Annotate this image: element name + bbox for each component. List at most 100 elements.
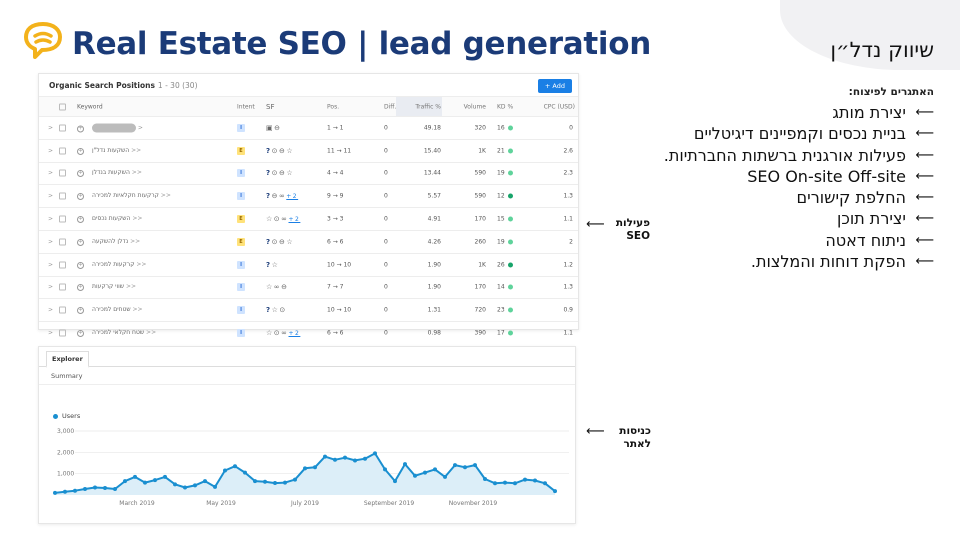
data-point[interactable]: [413, 473, 417, 478]
data-point[interactable]: [83, 487, 87, 492]
data-point[interactable]: [163, 474, 167, 479]
table-row[interactable]: > + שטחים למכירה >> I ?☆⊙ 10 → 10 0 1.31 720 23 0.…: [39, 298, 578, 321]
add-keyword-icon[interactable]: +: [77, 147, 84, 155]
data-point[interactable]: [263, 479, 267, 484]
table-row[interactable]: > + > I ▣⊖ 1 → 1 0 49.18 320 16 0: [39, 116, 578, 139]
serp-features-icons[interactable]: ☆⊙∞+2: [266, 329, 301, 338]
keyword-text[interactable]: שטחים למכירה: [92, 306, 131, 314]
data-point[interactable]: [123, 479, 127, 484]
serp-features-icons[interactable]: ?☆⊙: [266, 306, 287, 315]
serp-features-icons[interactable]: ☆∞⊖: [266, 283, 289, 292]
keyword-text[interactable]: השקעות נדל"ן: [92, 146, 130, 154]
col-volume[interactable]: Volume: [463, 103, 486, 110]
col-pos[interactable]: Pos.: [327, 103, 340, 110]
select-all-checkbox[interactable]: [59, 103, 66, 110]
data-point[interactable]: [543, 481, 547, 486]
row-checkbox[interactable]: [59, 261, 66, 269]
data-point[interactable]: [73, 488, 77, 493]
table-row[interactable]: > + נדלן להשקעה >> E ?⊙⊖☆ 6 → 6 0 4.26 260 19 2: [39, 229, 578, 253]
data-point[interactable]: [473, 463, 477, 468]
expand-chevron-icon[interactable]: >: [48, 169, 54, 177]
col-cpc[interactable]: CPC (USD): [543, 103, 575, 110]
data-point[interactable]: [423, 470, 427, 475]
data-point[interactable]: [313, 465, 317, 470]
data-point[interactable]: [533, 478, 537, 483]
row-checkbox[interactable]: [59, 215, 66, 223]
keyword-text[interactable]: שווי קרקעות: [92, 283, 125, 291]
data-point[interactable]: [113, 487, 117, 492]
data-point[interactable]: [223, 468, 227, 473]
serp-features-icons[interactable]: ?⊙⊖☆: [266, 237, 295, 246]
col-sf[interactable]: SF: [266, 102, 275, 111]
keyword-text[interactable]: קרקעות למכירה: [92, 260, 135, 268]
row-checkbox[interactable]: [59, 238, 66, 246]
data-point[interactable]: [273, 481, 277, 486]
table-row[interactable]: > + קרקעות למכירה >> I ?☆ 10 → 10 0 1.90 1K 26 1.2: [39, 252, 578, 276]
col-kd[interactable]: KD %: [497, 103, 514, 110]
expand-chevron-icon[interactable]: >: [48, 215, 54, 223]
data-point[interactable]: [503, 480, 507, 485]
table-row[interactable]: > + שווי קרקעות >> I ☆∞⊖ 7 → 7 0 1.90 170 14 1.3: [39, 275, 578, 299]
data-point[interactable]: [143, 480, 147, 485]
data-point[interactable]: [493, 481, 497, 486]
add-keyword-icon[interactable]: +: [77, 330, 84, 338]
data-point[interactable]: [443, 474, 447, 479]
serp-features-icons[interactable]: ▣⊖: [266, 123, 282, 132]
row-checkbox[interactable]: [59, 192, 66, 200]
keyword-text[interactable]: נדלן להשקעה: [92, 237, 129, 245]
col-traffic[interactable]: Traffic %: [415, 103, 441, 110]
table-row[interactable]: > + השקעות נכסים >> E ☆⊙∞+2 3 → 3 0 4.91 170 15 1.…: [39, 207, 578, 230]
data-point[interactable]: [323, 454, 327, 459]
expand-chevron-icon[interactable]: >: [48, 283, 54, 291]
data-point[interactable]: [253, 479, 257, 484]
expand-chevron-icon[interactable]: >: [48, 261, 54, 269]
serp-features-icons[interactable]: ☆⊙∞+2: [266, 215, 301, 224]
tab-explorer[interactable]: Explorer: [46, 351, 89, 368]
expand-chevron-icon[interactable]: >: [48, 192, 54, 200]
chart-legend[interactable]: Users: [53, 412, 80, 420]
serp-features-icons[interactable]: ?⊙⊖☆: [266, 146, 295, 155]
add-keyword-icon[interactable]: +: [77, 284, 84, 292]
data-point[interactable]: [303, 466, 307, 471]
data-point[interactable]: [363, 456, 367, 461]
data-point[interactable]: [343, 455, 347, 460]
data-point[interactable]: [203, 479, 207, 484]
expand-chevron-icon[interactable]: >: [48, 238, 54, 246]
expand-chevron-icon[interactable]: >: [48, 124, 54, 132]
row-checkbox[interactable]: [59, 306, 66, 314]
data-point[interactable]: [153, 478, 157, 483]
data-point[interactable]: [233, 464, 237, 469]
add-keyword-icon[interactable]: +: [77, 170, 84, 178]
data-point[interactable]: [213, 484, 217, 489]
data-point[interactable]: [103, 485, 107, 490]
data-point[interactable]: [553, 489, 557, 494]
serp-features-icons[interactable]: ?⊙⊖☆: [266, 169, 295, 178]
data-point[interactable]: [373, 451, 377, 456]
data-point[interactable]: [93, 485, 97, 490]
keyword-text[interactable]: שטח חקלאי למכירה: [92, 329, 145, 337]
expand-chevron-icon[interactable]: >: [48, 306, 54, 314]
data-point[interactable]: [523, 477, 527, 482]
data-point[interactable]: [403, 462, 407, 467]
data-point[interactable]: [513, 481, 517, 486]
keyword-text[interactable]: השקעות נכסים: [92, 215, 131, 223]
data-point[interactable]: [463, 465, 467, 470]
table-row[interactable]: > + השקעות נדל"ן >> E ?⊙⊖☆ 11 → 11 0 15.40 1K 21 2…: [39, 138, 578, 162]
data-point[interactable]: [393, 479, 397, 484]
data-point[interactable]: [283, 480, 287, 485]
data-point[interactable]: [453, 463, 457, 468]
add-keyword-icon[interactable]: +: [77, 193, 84, 201]
data-point[interactable]: [433, 467, 437, 472]
data-point[interactable]: [353, 458, 357, 463]
col-intent[interactable]: Intent: [237, 103, 255, 110]
data-point[interactable]: [63, 489, 67, 494]
col-keyword[interactable]: Keyword: [77, 103, 103, 110]
data-point[interactable]: [483, 477, 487, 481]
data-point[interactable]: [53, 490, 57, 495]
data-point[interactable]: [333, 457, 337, 462]
table-row[interactable]: > + קרקעות חקלאיות למכירה >> I ?⊖∞+2 9 → 9 0 5.…: [39, 184, 578, 207]
expand-chevron-icon[interactable]: >: [48, 147, 54, 155]
data-point[interactable]: [173, 482, 177, 487]
keyword-text[interactable]: השקעות בנדלן: [92, 169, 130, 177]
data-point[interactable]: [183, 485, 187, 490]
